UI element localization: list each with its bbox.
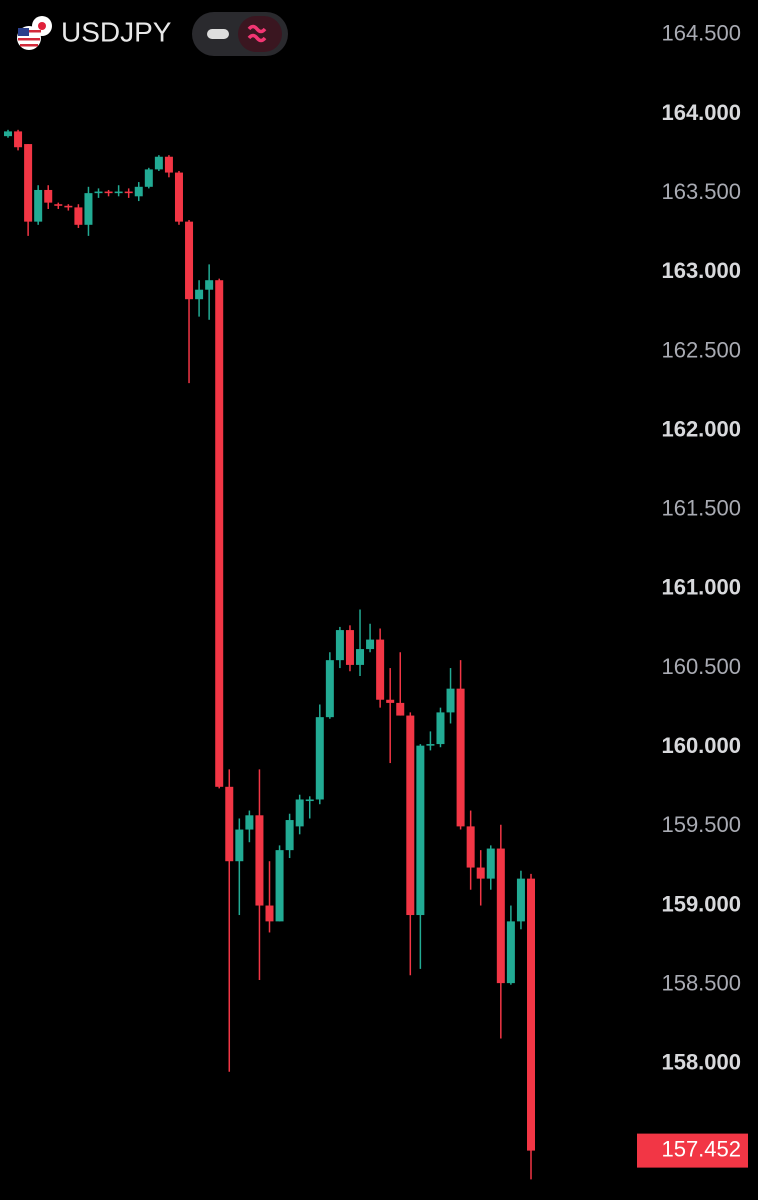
candle-body [426, 744, 435, 746]
candle-body [44, 189, 53, 203]
candle-body [376, 639, 385, 700]
candle-body [456, 688, 465, 827]
y-tick-label: 159.000 [661, 891, 741, 916]
candle-body [496, 848, 505, 984]
candle-body [114, 191, 123, 194]
y-tick-label: 164.000 [661, 100, 741, 125]
y-tick-label: 161.500 [661, 496, 741, 521]
candle-body [185, 221, 194, 300]
candle-body [516, 878, 525, 922]
y-tick-label: 159.500 [661, 812, 741, 837]
candle-body [134, 186, 143, 197]
candle-body [74, 207, 83, 225]
candle-body [406, 715, 415, 916]
candle-body [144, 169, 153, 187]
candle-body [4, 131, 12, 137]
jpy-dot [38, 22, 46, 30]
y-tick-label: 163.500 [661, 179, 741, 204]
candle-body [265, 905, 274, 922]
wave-icon [247, 24, 267, 43]
candle-body [255, 815, 264, 906]
candle-body [466, 826, 475, 868]
candle-body [215, 280, 224, 787]
y-tick-label: 160.000 [661, 733, 741, 758]
candle-body [195, 289, 204, 300]
candle-body [235, 829, 244, 862]
candle-body [476, 867, 485, 879]
candle-body [54, 204, 63, 206]
candle-body [24, 144, 33, 222]
candle-body [275, 850, 284, 922]
y-tick-label: 158.500 [661, 971, 741, 996]
minus-button[interactable] [207, 29, 229, 39]
usd-stripe [20, 44, 38, 47]
candle-body [84, 193, 93, 225]
candle-body [34, 189, 43, 222]
candle-body [527, 878, 535, 1151]
candle-body [94, 191, 103, 194]
candle-body [205, 280, 214, 290]
candle-body [356, 649, 365, 665]
y-tick-label: 158.000 [661, 1050, 741, 1075]
y-tick-label: 163.000 [661, 258, 741, 283]
header: USDJPY [17, 12, 288, 56]
candle-body [325, 660, 334, 718]
y-tick-label: 164.500 [661, 21, 741, 46]
candle-body [14, 131, 23, 148]
candle-body [295, 799, 304, 827]
candle-body [164, 156, 173, 173]
usd-stripe [29, 30, 41, 33]
candle-body [446, 688, 455, 713]
candle-body [486, 848, 495, 879]
y-tick-label: 162.500 [661, 337, 741, 362]
candle-body [225, 786, 234, 862]
usd-canton [18, 28, 29, 36]
candle-body [345, 630, 354, 665]
candle-body [396, 702, 405, 716]
candle-body [104, 191, 113, 194]
y-tick-label: 161.000 [661, 575, 741, 600]
y-tick-label: 160.500 [661, 654, 741, 679]
candle-body [386, 699, 395, 703]
candle-body [366, 639, 375, 650]
wave-button[interactable] [238, 16, 282, 52]
candle-body [506, 921, 515, 984]
candle-body [305, 799, 314, 802]
candle-body [416, 745, 425, 916]
last-price-box [637, 1133, 748, 1168]
candle-body [245, 815, 254, 830]
candle-body [335, 630, 344, 661]
candle-body [174, 172, 183, 222]
candle-body [64, 205, 73, 208]
symbol: USDJPY [61, 16, 172, 47]
last-price-label: 157.452 [661, 1136, 741, 1161]
candle-body [285, 820, 294, 851]
candle-body [436, 712, 445, 745]
usd-stripe [18, 38, 40, 41]
candle-body [154, 156, 163, 170]
y-tick-label: 162.000 [661, 416, 741, 441]
candle-body [315, 717, 324, 800]
candle-body [124, 191, 133, 194]
